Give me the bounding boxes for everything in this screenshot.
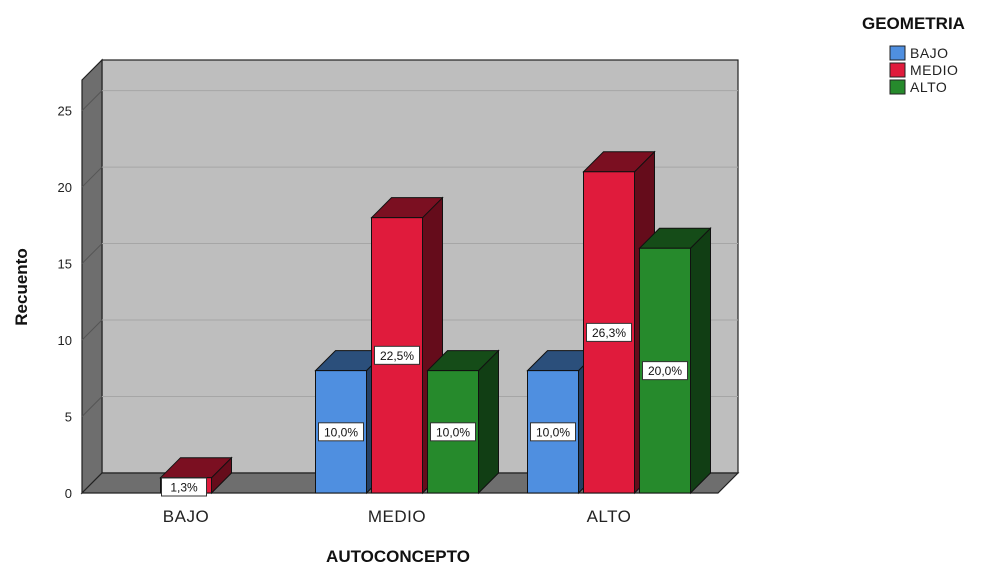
y-axis-title: Recuento xyxy=(12,248,31,325)
legend-label: MEDIO xyxy=(910,62,958,78)
legend-swatch xyxy=(889,45,906,61)
data-label-text: 10,0% xyxy=(536,425,570,439)
bars: 1,3% 10,0% 22,5% 10,0% 10,0% 26,3% 20,0% xyxy=(159,150,712,497)
y-tick-label: 0 xyxy=(65,486,72,501)
y-tick-label: 5 xyxy=(65,410,72,425)
gridline-side xyxy=(81,166,103,188)
data-label-text: 20,0% xyxy=(648,364,682,378)
data-label: 1,3% xyxy=(161,477,207,497)
x-tick-label: BAJO xyxy=(163,507,209,526)
gridline-side xyxy=(81,90,103,111)
data-label-text: 26,3% xyxy=(592,326,626,340)
bar xyxy=(426,349,500,495)
data-label: 26,3% xyxy=(586,322,632,342)
x-tick-label: MEDIO xyxy=(368,507,426,526)
legend-swatch xyxy=(889,79,906,95)
bar-side xyxy=(478,349,499,495)
y-tick-label: 15 xyxy=(58,257,72,272)
side-wall xyxy=(81,58,103,495)
data-label-box xyxy=(374,345,420,365)
data-label-text: 10,0% xyxy=(324,425,358,439)
legend-item: MEDIO xyxy=(889,62,958,78)
data-label: 10,0% xyxy=(430,422,476,442)
x-axis-categories: BAJO MEDIO ALTO xyxy=(163,507,632,526)
y-tick-label: 20 xyxy=(58,180,72,195)
data-label-box xyxy=(318,422,364,442)
data-label-box xyxy=(161,477,207,497)
data-label-text: 1,3% xyxy=(170,481,198,495)
data-label-text: 10,0% xyxy=(436,425,470,439)
data-label-box xyxy=(642,361,688,381)
gridline-side xyxy=(81,396,103,417)
y-axis-ticks: 0 5 10 15 20 25 xyxy=(58,104,72,501)
legend-label: ALTO xyxy=(910,79,947,95)
bar-side xyxy=(690,227,711,495)
data-label: 10,0% xyxy=(530,422,576,442)
x-axis-title: AUTOCONCEPTO xyxy=(326,547,470,565)
legend-title: GEOMETRIA xyxy=(862,14,965,33)
data-label-box xyxy=(530,422,576,442)
gridline-side xyxy=(81,243,103,264)
legend-item: ALTO xyxy=(889,79,947,95)
data-label: 20,0% xyxy=(642,361,688,381)
data-label-box xyxy=(430,422,476,442)
gridline-side xyxy=(81,319,103,341)
x-tick-label: ALTO xyxy=(587,507,632,526)
data-label: 22,5% xyxy=(374,345,420,365)
legend-swatch xyxy=(889,62,906,78)
legend-item: BAJO xyxy=(889,45,949,61)
y-tick-label: 25 xyxy=(58,104,72,119)
y-tick-label: 10 xyxy=(58,333,72,348)
data-label-box xyxy=(586,322,632,342)
legend-label: BAJO xyxy=(910,45,949,61)
bar xyxy=(638,227,712,495)
data-label-text: 22,5% xyxy=(380,349,414,363)
data-label: 10,0% xyxy=(318,422,364,442)
